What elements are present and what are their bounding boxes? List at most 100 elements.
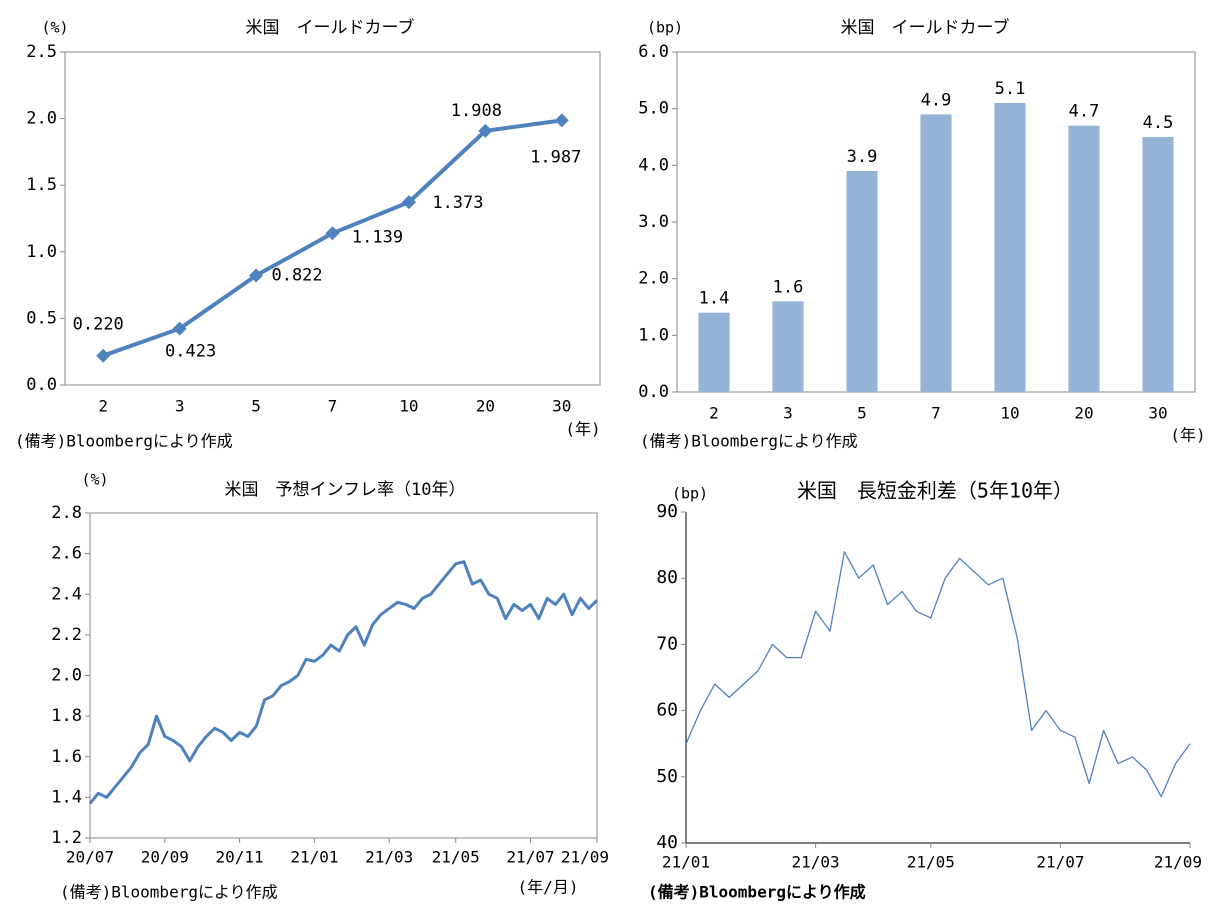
y-tick-label: 1.8 (51, 706, 82, 726)
y-tick-label: 6.0 (638, 42, 669, 62)
y-tick-label: 3.0 (638, 212, 669, 232)
marker (96, 348, 111, 363)
data-label: 4.7 (1069, 102, 1100, 122)
y-tick-label: 0.0 (26, 375, 57, 395)
y-tick-label: 1.2 (51, 828, 82, 848)
marker (478, 123, 493, 138)
y-tick-label: 2.6 (51, 544, 82, 564)
x-tick-label: 30 (1148, 404, 1167, 423)
y-tick-label: 2.4 (51, 584, 82, 604)
y-tick-label: 50 (656, 766, 678, 787)
x-tick-label: 21/03 (792, 853, 840, 872)
x-tick-label: 5 (857, 404, 867, 423)
marker (249, 268, 264, 283)
x-axis-label: (年) (1170, 426, 1205, 445)
data-label: 1.987 (530, 147, 581, 167)
y-tick-label: 80 (656, 567, 678, 588)
y-tick-label: 0.0 (638, 382, 669, 402)
line (685, 551, 1191, 798)
data-label: 1.6 (773, 277, 804, 297)
x-tick-label: 21/09 (1154, 853, 1202, 872)
y-tick-label: 2.2 (51, 625, 82, 645)
x-tick-label: 21/01 (290, 848, 338, 867)
y-tick-label: 4.0 (638, 155, 669, 175)
x-tick-label: 5 (251, 397, 261, 416)
chart: 米国 長短金利差（5年10年） (bp) (備考)Bloombergにより作成 40 5… (648, 479, 1202, 902)
line (88, 560, 599, 805)
x-tick-label: 3 (783, 404, 793, 423)
y-tick-label: 0.5 (26, 308, 57, 328)
y-tick-label: 1.4 (51, 787, 82, 807)
x-axis-label: (年) (565, 420, 600, 439)
x-tick-label: 21/03 (365, 848, 413, 867)
bar (1068, 125, 1100, 393)
y-tick-label: 2.0 (26, 109, 57, 129)
y-axis-label: (%) (41, 19, 68, 37)
y-axis-label: (bp) (647, 19, 683, 37)
data-label: 1.139 (352, 227, 403, 247)
x-axis-label: (年/月) (518, 878, 579, 897)
x-tick-label: 2 (709, 404, 719, 423)
data-label: 5.1 (995, 79, 1026, 99)
bar (1142, 137, 1174, 392)
x-tick-label: 2 (98, 397, 108, 416)
marker (401, 195, 416, 210)
x-tick-label: 10 (1000, 404, 1019, 423)
x-tick-label: 20/07 (66, 848, 114, 867)
plot-frame (89, 512, 598, 839)
plot-frame (64, 51, 601, 386)
x-tick-label: 7 (931, 404, 941, 423)
x-tick-label: 20/11 (216, 848, 264, 867)
chart: 米国 イールドカーブ (bp) (年) (備考)Bloombergにより作成 0.0 1.… (638, 17, 1205, 451)
data-label: 3.9 (847, 147, 878, 167)
data-label: 0.822 (271, 266, 322, 286)
y-tick-label: 70 (656, 633, 678, 654)
x-tick-label: 30 (552, 397, 571, 416)
chart-title: 米国 予想インフレ率（10年） (225, 480, 466, 500)
data-label: 4.9 (921, 90, 952, 110)
y-axis-label: (bp) (672, 485, 708, 503)
chart: 米国 予想インフレ率（10年） (%) (年/月) (備考)Bloombergにより作… (51, 471, 609, 902)
data-label: 4.5 (1143, 113, 1174, 133)
data-label: 1.373 (432, 193, 483, 213)
note: (備考)Bloombergにより作成 (640, 432, 858, 451)
data-label: 0.423 (165, 342, 216, 362)
bar (920, 114, 952, 392)
bar (994, 103, 1026, 392)
y-tick-label: 1.0 (26, 242, 57, 262)
y-axis-label: (%) (81, 471, 108, 489)
note: (備考)Bloombergにより作成 (15, 432, 233, 451)
y-tick-label: 1.0 (638, 325, 669, 345)
y-tick-label: 1.6 (51, 747, 82, 767)
x-tick-label: 21/09 (561, 848, 609, 867)
x-tick-label: 20/09 (141, 848, 189, 867)
marker (172, 321, 187, 336)
chart: 米国 イールドカーブ (%) (年) (備考)Bloombergにより作成 0.0 0.5… (15, 17, 601, 451)
chart-title: 米国 イールドカーブ (841, 17, 1010, 38)
x-tick-label: 21/05 (907, 853, 955, 872)
x-tick-label: 20 (1074, 404, 1093, 423)
data-label: 1.4 (699, 289, 730, 309)
y-tick-label: 1.5 (26, 175, 57, 195)
y-tick-label: 40 (656, 832, 678, 853)
y-tick-label: 60 (656, 700, 678, 721)
marker (554, 113, 569, 128)
x-tick-label: 7 (328, 397, 338, 416)
marker (325, 226, 340, 241)
y-tick-label: 2.8 (51, 503, 82, 523)
x-tick-label: 20 (476, 397, 495, 416)
x-tick-label: 10 (399, 397, 418, 416)
x-tick-label: 21/01 (662, 853, 710, 872)
y-tick-label: 2.0 (638, 269, 669, 289)
data-label: 1.908 (451, 101, 502, 121)
bar (698, 312, 730, 392)
x-tick-label: 3 (175, 397, 185, 416)
chart-title: 米国 長短金利差（5年10年） (797, 479, 1073, 503)
x-tick-label: 21/05 (432, 848, 480, 867)
y-tick-label: 90 (656, 501, 678, 522)
y-tick-label: 5.0 (638, 99, 669, 119)
data-label: 0.220 (73, 315, 124, 335)
note: (備考)Bloombergにより作成 (648, 883, 866, 902)
chart-title: 米国 イールドカーブ (246, 17, 415, 38)
